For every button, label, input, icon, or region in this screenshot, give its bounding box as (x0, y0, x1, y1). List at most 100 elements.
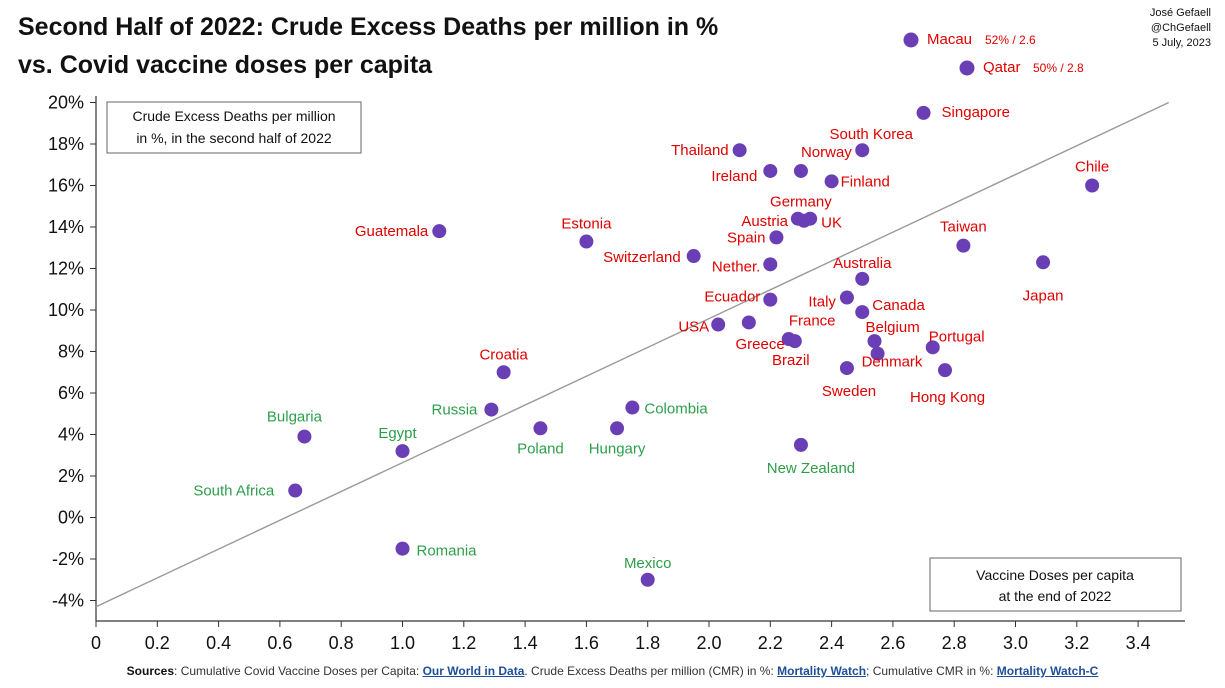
label-portugal: Portugal (929, 328, 985, 345)
point-colombia (625, 400, 640, 415)
x-tick-label: 1.2 (451, 633, 476, 653)
point-ecuador (763, 292, 778, 307)
label-taiwan: Taiwan (940, 219, 987, 236)
point-france (741, 315, 756, 330)
label-ireland: Ireland (711, 168, 757, 185)
point-ireland (763, 163, 778, 178)
sources-text-3: ; Cumulative CMR in %: (866, 664, 997, 678)
sources-text-2: . Crude Excess Deaths per million (CMR) … (524, 664, 778, 678)
trend-line (95, 101, 1170, 608)
x-tick-label: 1.8 (635, 633, 660, 653)
outlier-value-macau: 52% / 2.6 (985, 33, 1036, 47)
x-tick-label: 1.4 (513, 633, 538, 653)
point-italy (839, 290, 854, 305)
x-axis-ticks: 0 0.2 0.4 0.6 0.8 1.0 1.2 1.4 1.6 1.8 2.0 2.2 2.4 2.6… (91, 621, 1151, 653)
x-tick-label: 2.6 (880, 633, 905, 653)
y-tick-label: -4% (52, 591, 84, 611)
our-world-in-data-link[interactable]: Our World in Data (422, 664, 525, 678)
y-tick-label: -2% (52, 549, 84, 569)
y-tick-label: 2% (58, 466, 84, 486)
point-taiwan (956, 238, 971, 253)
mortality-watch-link[interactable]: Mortality Watch (777, 664, 867, 678)
label-south-africa: South Africa (193, 483, 275, 500)
point-denmark (870, 346, 885, 361)
point-hong-kong (938, 363, 953, 378)
x-tick-label: 0.6 (267, 633, 292, 653)
label-russia: Russia (432, 402, 479, 419)
point-mexico (640, 572, 655, 587)
label-sweden: Sweden (822, 383, 876, 400)
label-mexico: Mexico (624, 555, 672, 572)
x-axis-note-line1: Vaccine Doses per capita (976, 567, 1134, 583)
outlier-value-qatar: 50% / 2.8 (1033, 61, 1084, 75)
x-tick-label: 0.2 (145, 633, 170, 653)
label-brazil: Brazil (772, 352, 810, 369)
outlier-legend: Macau 52% / 2.6 Qatar 50% / 2.8 (903, 31, 1084, 76)
label-estonia: Estonia (561, 216, 612, 233)
label-croatia: Croatia (479, 346, 528, 363)
point-finland (824, 174, 839, 189)
y-axis-note-line1: Crude Excess Deaths per million (132, 108, 335, 124)
point-guatemala (432, 224, 447, 239)
x-tick-label: 2.0 (696, 633, 721, 653)
data-labels: Singapore South Korea Thailand Norway Irelan… (193, 104, 1109, 572)
x-tick-label: 1.6 (574, 633, 599, 653)
label-uk: UK (821, 215, 842, 232)
x-tick-label: 0.4 (206, 633, 231, 653)
sources-label: Sources (126, 664, 175, 678)
outlier-point-qatar (959, 60, 975, 76)
y-tick-label: 18% (48, 134, 84, 154)
label-spain: Spain (727, 229, 765, 246)
point-brazil (787, 334, 802, 349)
x-tick-label: 2.4 (819, 633, 844, 653)
author-credit: José Gefaell @ChGefaell 5 July, 2023 (1150, 6, 1211, 51)
mortality-watch-c-link[interactable]: Mortality Watch-C (996, 664, 1099, 678)
point-spain (769, 230, 784, 245)
data-points (288, 105, 1100, 587)
point-sweden (839, 361, 854, 376)
point-japan (1036, 255, 1051, 270)
point-norway (793, 163, 808, 178)
y-tick-label: 14% (48, 217, 84, 237)
point-thailand (732, 143, 747, 158)
label-germany: Germany (770, 194, 832, 211)
y-tick-label: 8% (58, 342, 84, 362)
y-tick-label: 4% (58, 425, 84, 445)
x-tick-label: 3.0 (1003, 633, 1028, 653)
y-tick-label: 20% (48, 93, 84, 113)
publish-date: 5 July, 2023 (1152, 37, 1211, 49)
point-singapore (916, 105, 931, 120)
author-handle: @ChGefaell (1150, 22, 1211, 34)
label-thailand: Thailand (671, 142, 729, 159)
point-new-zealand (793, 437, 808, 452)
label-austria: Austria (741, 213, 788, 230)
point-egypt (395, 444, 410, 459)
label-hungary: Hungary (589, 440, 646, 457)
label-hong-kong: Hong Kong (910, 389, 985, 406)
label-new-zealand: New Zealand (767, 460, 855, 477)
y-tick-label: 6% (58, 383, 84, 403)
label-bulgaria: Bulgaria (267, 409, 323, 426)
label-romania: Romania (417, 543, 478, 560)
chart-title-line2: vs. Covid vaccine doses per capita (18, 51, 433, 79)
label-norway: Norway (801, 144, 852, 161)
label-japan: Japan (1023, 287, 1064, 304)
x-tick-label: 3.4 (1126, 633, 1151, 653)
label-singapore: Singapore (942, 104, 1010, 121)
outlier-name-macau: Macau (927, 31, 972, 48)
sources-text-1: : Cumulative Covid Vaccine Doses per Cap… (174, 664, 423, 678)
sources-footer: Sources: Cumulative Covid Vaccine Doses … (0, 664, 1225, 678)
author-name: José Gefaell (1149, 7, 1211, 19)
label-denmark: Denmark (862, 354, 923, 371)
y-tick-label: 0% (58, 508, 84, 528)
point-croatia (496, 365, 511, 380)
label-usa: USA (678, 319, 709, 336)
y-tick-label: 10% (48, 300, 84, 320)
label-italy: Italy (808, 294, 836, 311)
y-axis-note-box (106, 101, 362, 154)
x-tick-label: 0.8 (329, 633, 354, 653)
label-egypt: Egypt (378, 425, 417, 442)
point-austria (797, 213, 812, 228)
point-russia (484, 402, 499, 417)
label-guatemala: Guatemala (355, 223, 429, 240)
